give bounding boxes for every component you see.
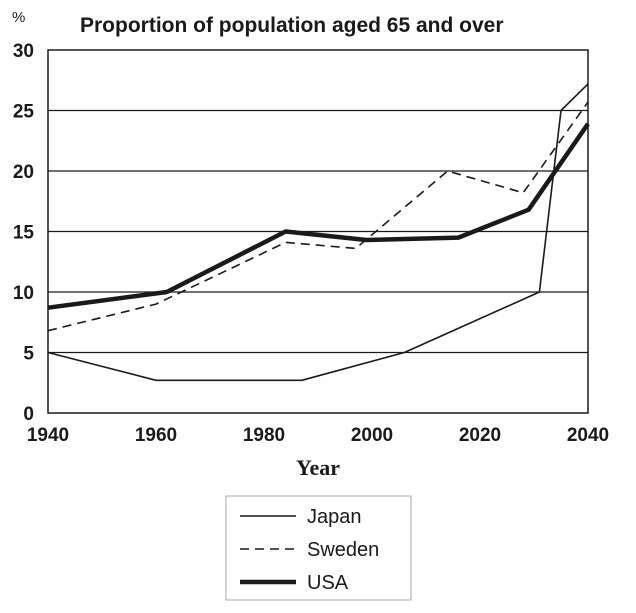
legend: Japan Sweden USA bbox=[225, 495, 412, 601]
x-tick-label-1960: 1960 bbox=[135, 425, 177, 446]
series-line-japan bbox=[47, 83, 589, 382]
series-lines bbox=[47, 83, 590, 382]
y-tick-label-10: 10 bbox=[13, 283, 34, 304]
series-line-usa bbox=[47, 122, 590, 310]
y-tick-label-25: 25 bbox=[13, 102, 35, 123]
y-tick-label-20: 20 bbox=[13, 162, 34, 183]
x-tick-labels: 1940 1960 1980 2000 2020 2040 bbox=[27, 425, 609, 446]
y-tick-label-0: 0 bbox=[23, 404, 34, 425]
x-axis-label: Year bbox=[296, 455, 340, 480]
x-tick-label-1980: 1980 bbox=[243, 425, 285, 446]
legend-label-usa: USA bbox=[307, 572, 349, 594]
y-tick-labels: 0 5 10 15 20 25 30 bbox=[13, 41, 35, 425]
legend-box bbox=[225, 495, 412, 601]
x-tick-label-2000: 2000 bbox=[351, 425, 393, 446]
y-tick-label-5: 5 bbox=[23, 344, 34, 365]
y-tick-label-15: 15 bbox=[13, 223, 35, 244]
y-axis-unit: % bbox=[12, 9, 25, 26]
legend-label-sweden: Sweden bbox=[307, 539, 379, 561]
y-tick-label-30: 30 bbox=[13, 41, 34, 62]
x-tick-label-1940: 1940 bbox=[27, 425, 69, 446]
x-tick-label-2040: 2040 bbox=[567, 425, 609, 446]
grid-lines bbox=[48, 109, 588, 354]
series-line-sweden bbox=[47, 101, 589, 332]
chart-title: Proportion of population aged 65 and ove… bbox=[80, 14, 504, 37]
plot-frame bbox=[47, 49, 589, 414]
x-tick-label-2020: 2020 bbox=[459, 425, 501, 446]
legend-label-japan: Japan bbox=[307, 506, 362, 528]
